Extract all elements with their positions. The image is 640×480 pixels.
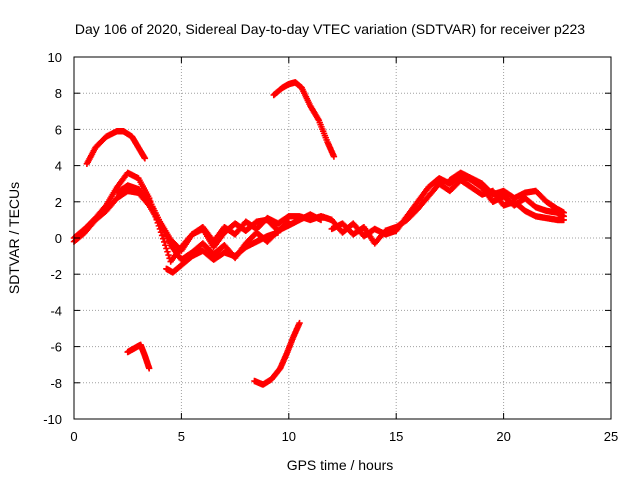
data-point — [162, 242, 169, 249]
y-axis-label: SDTVAR / TECUs — [6, 182, 22, 294]
data-point — [165, 251, 172, 259]
data-point — [141, 155, 149, 162]
data-point — [161, 238, 168, 246]
data-point — [144, 195, 152, 203]
data-point — [164, 248, 171, 255]
series-arc-top — [270, 79, 338, 160]
y-tick-label: 2 — [55, 195, 62, 210]
series-band-6 — [328, 176, 567, 247]
y-tick-label: 6 — [55, 122, 62, 137]
x-tick-label: 20 — [496, 429, 510, 444]
data-point — [330, 153, 338, 160]
y-tick-label: -6 — [50, 340, 62, 355]
series-band-7 — [446, 169, 567, 216]
y-tick-label: 8 — [55, 86, 62, 101]
data-series — [70, 79, 567, 388]
series-arc-lower-mid — [251, 319, 303, 388]
x-axis-label: GPS time / hours — [287, 457, 394, 473]
x-tick-label: 5 — [178, 429, 185, 444]
data-point — [274, 229, 282, 236]
y-tick-label: -8 — [50, 376, 62, 391]
chart-title: Day 106 of 2020, Sidereal Day-to-day VTE… — [75, 21, 585, 37]
grid-lines — [74, 57, 611, 419]
y-tick-label: -10 — [43, 412, 62, 427]
x-tick-label: 10 — [282, 429, 296, 444]
x-tick-label: 15 — [389, 429, 403, 444]
y-tick-label: -4 — [50, 303, 62, 318]
series-arc-upper-left — [83, 128, 149, 167]
data-point — [145, 365, 153, 372]
series-arc-lower-left — [124, 341, 153, 372]
data-point — [163, 245, 170, 252]
x-tick-label: 0 — [70, 429, 77, 444]
x-tick-label: 25 — [604, 429, 618, 444]
tick-marks — [73, 56, 612, 420]
y-tick-label: -2 — [50, 267, 62, 282]
data-point — [296, 319, 303, 327]
data-point — [158, 232, 166, 239]
y-tick-label: 4 — [55, 159, 62, 174]
y-tick-label: 0 — [55, 231, 62, 246]
data-point — [560, 216, 567, 224]
data-point — [560, 209, 567, 216]
y-tick-label: 10 — [48, 50, 62, 65]
series-band-5 — [317, 171, 567, 240]
series-band-4 — [163, 229, 282, 276]
